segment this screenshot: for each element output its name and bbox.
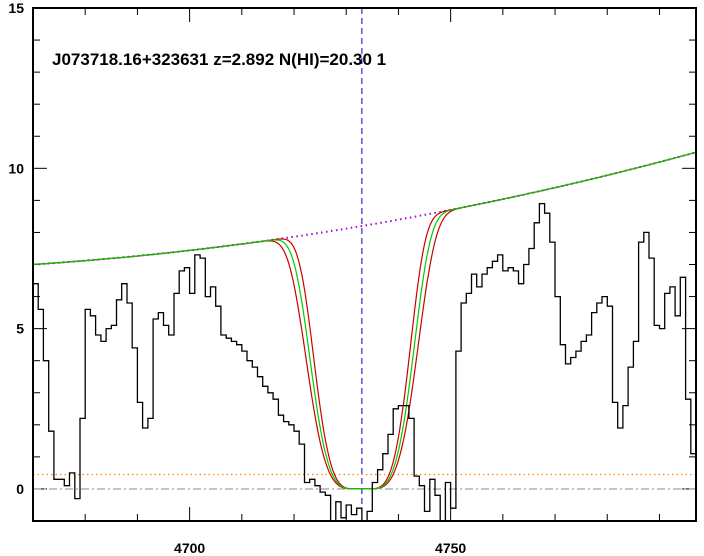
tick-labels: 4700 4750 0 5 10 15 <box>8 0 466 556</box>
continuum-line <box>33 151 696 266</box>
axis-ticks <box>32 7 696 522</box>
y-tick-label: 15 <box>8 0 24 16</box>
y-tick-label: 10 <box>8 160 24 176</box>
flux-spectrum <box>33 202 696 521</box>
x-tick-label: 4700 <box>174 540 205 556</box>
x-tick-label: 4750 <box>435 540 466 556</box>
reference-lines <box>33 8 696 521</box>
y-tick-label: 5 <box>16 321 24 337</box>
chart-annotation: J073718.16+323631 z=2.892 N(HI)=20.30 1 <box>52 50 386 69</box>
plot-frame <box>32 7 697 522</box>
y-tick-label: 0 <box>16 481 24 497</box>
model-profile <box>33 151 696 490</box>
series-group <box>33 151 696 521</box>
